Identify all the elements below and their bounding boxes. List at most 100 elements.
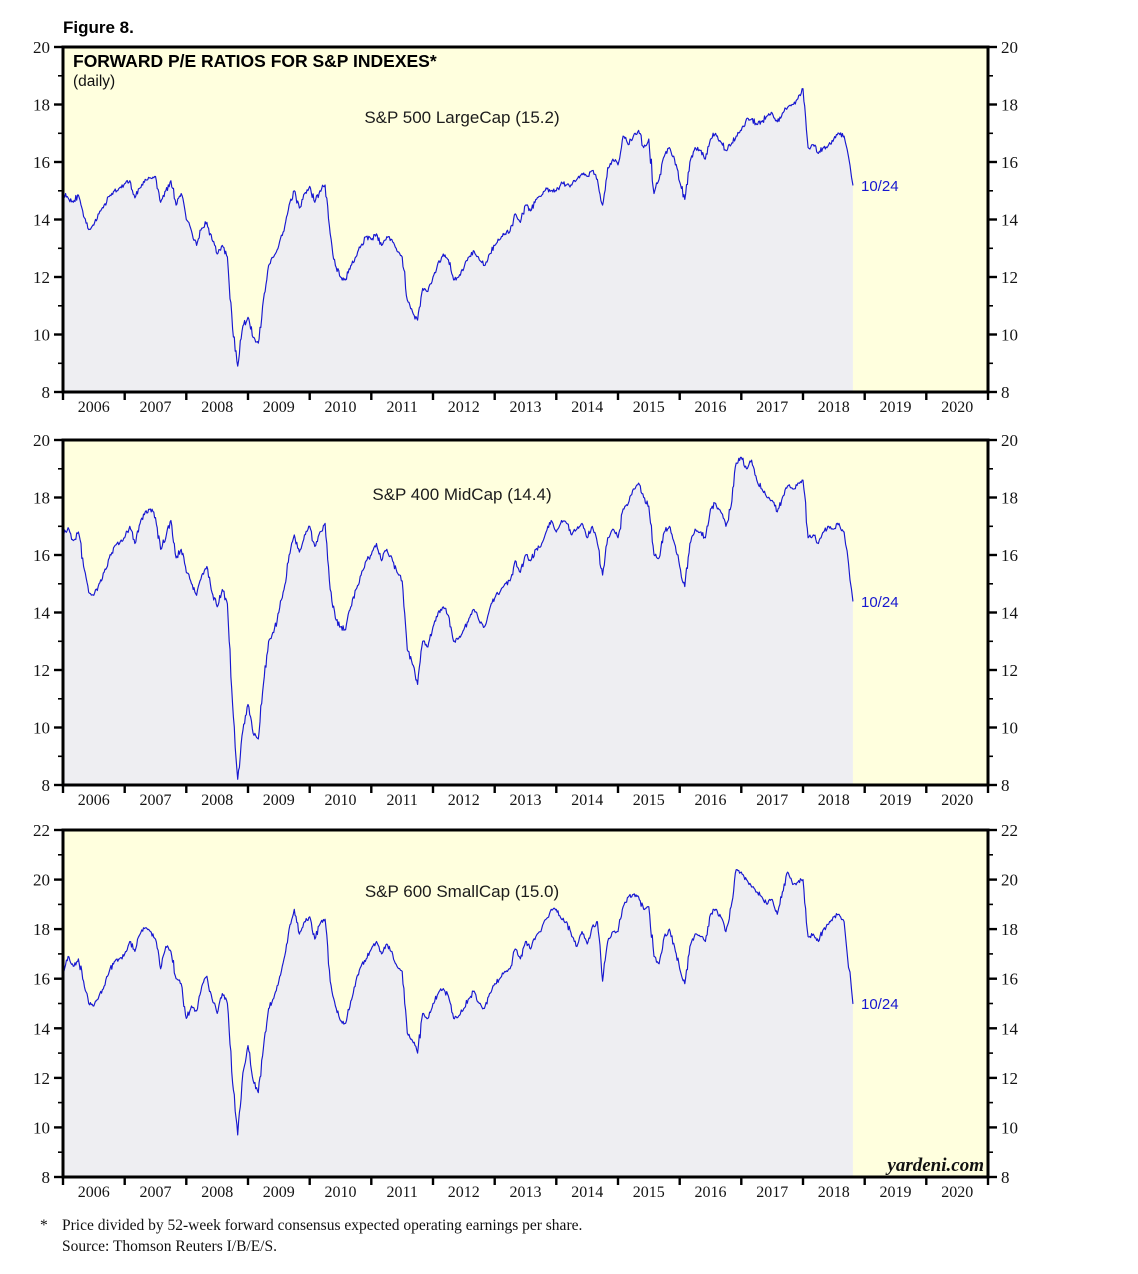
y-axis-label-right: 22 [1001,821,1018,840]
x-axis-year-label: 2006 [78,792,110,809]
x-axis-year-label: 2015 [633,1184,665,1201]
x-axis-year-label: 2014 [571,792,603,809]
y-axis-label-left: 12 [33,1069,50,1088]
y-axis-label-right: 18 [1001,920,1018,939]
last-point-annotation: 10/24 [861,996,899,1013]
y-axis-label-right: 12 [1001,661,1018,680]
y-axis-label-left: 12 [33,661,50,680]
pe-area-fill [63,88,853,392]
y-axis-label-right: 10 [1001,326,1018,345]
y-axis-label-left: 18 [33,920,50,939]
y-axis-label-left: 18 [33,96,50,115]
pe-line [62,869,854,1136]
x-axis-year-label: 2016 [695,1184,727,1201]
last-point-annotation: 10/24 [861,594,899,611]
x-axis-year-label: 2007 [140,1184,172,1201]
y-axis-label-right: 14 [1001,211,1019,230]
x-axis-year-label: 2016 [695,399,727,416]
x-axis-year-label: 2010 [325,1184,357,1201]
x-axis-year-label: 2007 [140,792,172,809]
y-axis-label-left: 20 [33,431,50,450]
x-axis-year-label: 2013 [510,1184,542,1201]
y-axis-label-left: 14 [33,1019,51,1038]
chart-main-title: FORWARD P/E RATIOS FOR S&P INDEXES* [73,51,437,71]
x-axis-year-label: 2019 [880,399,912,416]
x-axis-year-label: 2013 [510,792,542,809]
y-axis-label-left: 10 [33,719,50,738]
y-axis-label-right: 18 [1001,96,1018,115]
x-axis-year-label: 2020 [941,1184,973,1201]
footnote-line-2: Source: Thomson Reuters I/B/E/S. [62,1238,277,1255]
y-axis-label-left: 16 [33,546,50,565]
x-axis-year-label: 2012 [448,1184,480,1201]
series-label: S&P 400 MidCap (14.4) [372,485,551,504]
y-axis-label-right: 8 [1001,1168,1010,1187]
y-axis-label-right: 10 [1001,719,1018,738]
x-axis-year-label: 2017 [756,1184,788,1201]
x-axis-year-label: 2012 [448,792,480,809]
y-axis-label-right: 16 [1001,546,1018,565]
x-axis-year-label: 2011 [386,399,417,416]
y-axis-label-left: 8 [42,1168,51,1187]
x-axis-year-label: 2017 [756,399,788,416]
y-axis-label-left: 8 [42,776,51,795]
pe-area-fill [63,457,853,785]
x-axis-year-label: 2020 [941,399,973,416]
x-axis-year-label: 2009 [263,1184,295,1201]
y-axis-label-left: 20 [33,871,50,890]
x-axis-year-label: 2008 [201,399,233,416]
x-axis-year-label: 2010 [325,399,357,416]
plot-frame [61,828,990,1179]
y-axis-label-left: 18 [33,489,50,508]
x-axis-year-label: 2020 [941,792,973,809]
footnote-line-1: Price divided by 52-week forward consens… [62,1217,582,1234]
y-axis-label-right: 20 [1001,38,1018,57]
x-axis-year-label: 2011 [386,792,417,809]
x-axis-year-label: 2007 [140,399,172,416]
x-axis-year-label: 2018 [818,1184,850,1201]
figure-label: Figure 8. [63,18,134,37]
y-axis-label-left: 16 [33,153,50,172]
y-axis-label-right: 20 [1001,431,1018,450]
x-axis-year-label: 2015 [633,792,665,809]
plot-frame [61,45,990,394]
y-axis-label-left: 16 [33,970,50,989]
plot-frame [61,438,990,787]
y-axis-label-left: 14 [33,604,51,623]
x-axis-year-label: 2017 [756,792,788,809]
x-axis-year-label: 2018 [818,399,850,416]
x-axis-year-label: 2009 [263,399,295,416]
watermark: yardeni.com [885,1155,984,1176]
x-axis-year-label: 2006 [78,399,110,416]
pe-area-fill [63,869,853,1177]
series-label: S&P 500 LargeCap (15.2) [364,108,559,127]
x-axis-year-label: 2011 [386,1184,417,1201]
y-axis-label-left: 12 [33,268,50,287]
x-axis-year-label: 2010 [325,792,357,809]
pe-line [62,88,854,367]
series-label: S&P 600 SmallCap (15.0) [365,882,559,901]
y-axis-label-left: 10 [33,326,50,345]
y-axis-label-left: 22 [33,821,50,840]
x-axis-year-label: 2006 [78,1184,110,1201]
y-axis-label-right: 14 [1001,1019,1019,1038]
y-axis-label-right: 14 [1001,604,1019,623]
y-axis-label-left: 20 [33,38,50,57]
x-axis-year-label: 2008 [201,1184,233,1201]
x-axis-year-label: 2018 [818,792,850,809]
y-axis-label-right: 16 [1001,153,1018,172]
x-axis-year-label: 2008 [201,792,233,809]
y-axis-label-right: 12 [1001,268,1018,287]
footnote-marker: * [40,1217,48,1234]
x-axis-year-label: 2013 [510,399,542,416]
y-axis-label-right: 8 [1001,776,1010,795]
x-axis-year-label: 2012 [448,399,480,416]
x-axis-year-label: 2019 [880,1184,912,1201]
y-axis-label-right: 8 [1001,383,1010,402]
